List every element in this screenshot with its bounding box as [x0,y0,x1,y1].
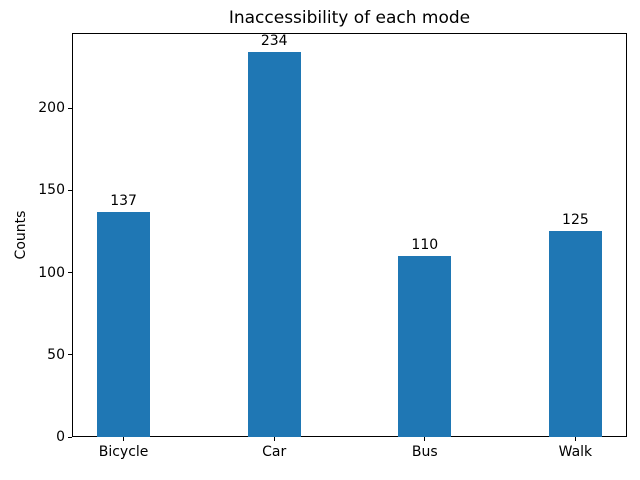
y-axis-label: Counts [13,210,29,260]
y-tick-mark [68,189,72,191]
x-tick-mark [123,437,125,441]
x-tick-mark [273,437,275,441]
x-tick-mark [424,437,426,441]
y-tick-label: 200 [38,100,65,117]
y-tick-mark [68,272,72,274]
y-tick-label: 100 [38,264,65,281]
bar-value-label: 234 [260,33,288,50]
y-tick-label: 0 [56,429,65,445]
bar [247,52,301,437]
plot-area [72,33,627,437]
chart-title: Inaccessibility of each mode [228,8,471,28]
bar [549,231,602,437]
bar [97,211,150,437]
y-tick-label: 50 [47,346,65,363]
bar-value-label: 110 [411,237,439,254]
bar [398,256,452,437]
x-tick-label: Bus [411,444,438,460]
x-tick-label: Bicycle [98,444,149,460]
y-tick-mark [68,107,72,109]
y-tick-mark [68,436,72,438]
x-tick-label: Walk [558,444,593,460]
bar-value-label: 137 [110,192,137,209]
x-tick-mark [574,437,576,441]
x-tick-label: Car [262,444,287,460]
y-tick-mark [68,354,72,356]
bar-value-label: 125 [562,212,589,229]
y-tick-label: 150 [38,182,65,199]
